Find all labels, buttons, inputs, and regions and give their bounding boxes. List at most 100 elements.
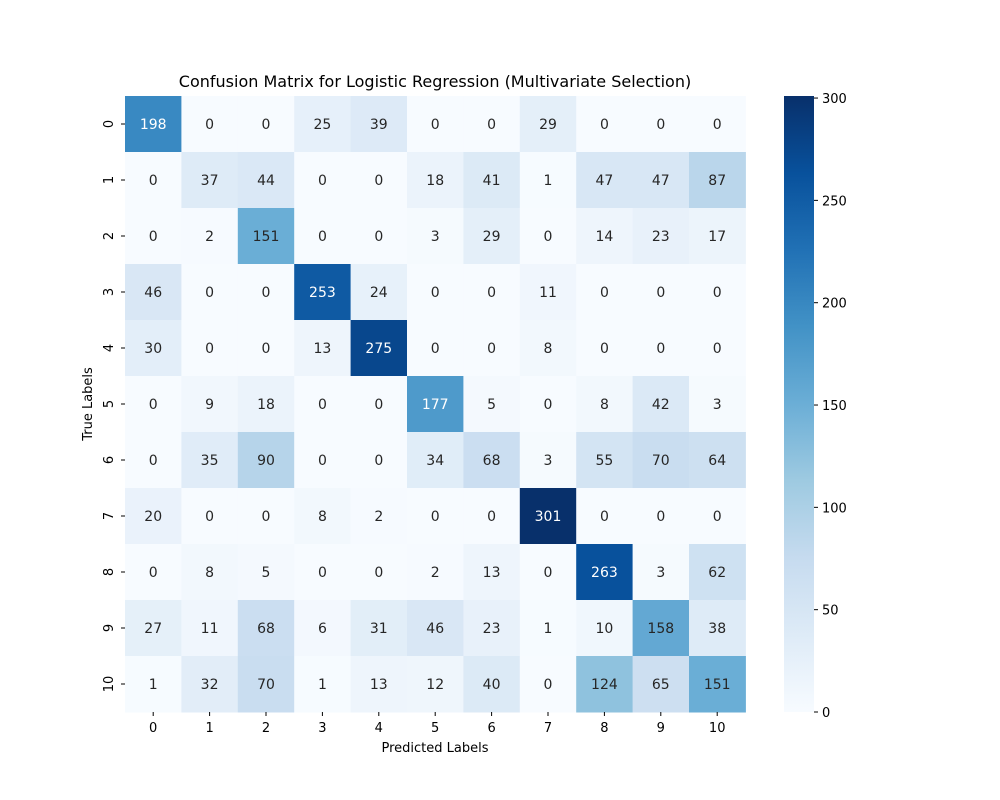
heatmap-cell: [350, 488, 408, 545]
cell-value-label: 0: [205, 509, 214, 525]
heatmap-cell: [181, 544, 239, 601]
heatmap-cell: [125, 432, 182, 489]
heatmap-cell: [689, 544, 746, 601]
heatmap-cell: [576, 320, 634, 377]
cell-value-label: 70: [257, 677, 275, 693]
heatmap-cell: [632, 488, 690, 545]
heatmap-cell: [181, 320, 239, 377]
heatmap-cell: [576, 264, 634, 321]
cell-value-label: 42: [652, 397, 670, 413]
heatmap-cell: [463, 152, 521, 209]
colorbar-tick-label: 300: [822, 92, 847, 107]
heatmap-cell: [689, 656, 746, 713]
heatmap-cell: [576, 96, 634, 153]
heatmap-cell: [632, 544, 690, 601]
heatmap-cell: [519, 376, 577, 433]
cell-value-label: 3: [544, 453, 553, 469]
cell-value-label: 0: [149, 173, 158, 189]
heatmap-cell: [519, 96, 577, 153]
y-tick-label: 8: [102, 568, 117, 576]
heatmap-cell: [689, 96, 746, 153]
heatmap-cell: [350, 320, 408, 377]
cell-value-label: 87: [708, 173, 726, 189]
cell-value-label: 0: [318, 453, 327, 469]
heatmap-cell: [237, 208, 295, 265]
heatmap-cell: [632, 96, 690, 153]
x-axis-label: Predicted Labels: [381, 741, 488, 756]
heatmap-cell: [689, 152, 746, 209]
heatmap-cell: [576, 432, 634, 489]
heatmap-cell: [237, 544, 295, 601]
heatmap-cell: [519, 600, 577, 657]
x-tick-label: 10: [709, 721, 726, 736]
cell-value-label: 13: [370, 677, 388, 693]
heatmap-cell: [407, 376, 464, 433]
heatmap-cell: [689, 432, 746, 489]
heatmap-cell: [237, 96, 295, 153]
cell-value-label: 3: [713, 397, 722, 413]
cell-value-label: 5: [262, 565, 271, 581]
heatmap-cell: [407, 656, 464, 713]
heatmap-cell: [294, 264, 352, 321]
cell-value-label: 20: [144, 509, 162, 525]
cell-value-label: 263: [591, 565, 618, 581]
heatmap-cell: [181, 432, 239, 489]
heatmap-cell: [407, 96, 464, 153]
cell-value-label: 12: [426, 677, 444, 693]
y-tick-label: 3: [102, 288, 117, 296]
heatmap-cell: [350, 432, 408, 489]
heatmap-cell: [125, 488, 182, 545]
heatmap-cell: [463, 264, 521, 321]
cell-value-label: 151: [704, 677, 731, 693]
heatmap-cell: [181, 656, 239, 713]
heatmap-cell: [294, 600, 352, 657]
heatmap-cell: [689, 320, 746, 377]
cell-value-label: 64: [708, 453, 726, 469]
heatmap-cell: [294, 544, 352, 601]
cell-value-label: 40: [483, 677, 501, 693]
heatmap-cell: [632, 320, 690, 377]
heatmap-cell: [237, 656, 295, 713]
cell-value-label: 34: [426, 453, 444, 469]
cell-value-label: 90: [257, 453, 275, 469]
cell-value-label: 177: [422, 397, 449, 413]
x-tick-label: 3: [318, 721, 326, 736]
heatmap-cell: [463, 432, 521, 489]
heatmap-cell: [463, 96, 521, 153]
heatmap-cell: [519, 264, 577, 321]
heatmap-cell: [350, 544, 408, 601]
cell-value-label: 70: [652, 453, 670, 469]
cell-value-label: 0: [374, 173, 383, 189]
heatmap-cell: [519, 432, 577, 489]
colorbar-tick-label: 250: [822, 194, 847, 209]
heatmap-cell: [181, 264, 239, 321]
cell-value-label: 0: [656, 341, 665, 357]
heatmap-cell: [181, 152, 239, 209]
heatmap-cell: [294, 432, 352, 489]
cell-value-label: 8: [544, 341, 553, 357]
cell-value-label: 37: [201, 173, 219, 189]
heatmap-cell: [125, 264, 182, 321]
cell-value-label: 23: [483, 621, 501, 637]
heatmap-cell: [576, 208, 634, 265]
cell-value-label: 24: [370, 285, 388, 301]
cell-value-label: 55: [595, 453, 613, 469]
x-tick-label: 5: [431, 721, 439, 736]
x-tick-label: 6: [487, 721, 495, 736]
heatmap-cell: [407, 152, 464, 209]
heatmap-cell: [350, 96, 408, 153]
cell-value-label: 0: [431, 341, 440, 357]
heatmap-cell: [463, 656, 521, 713]
heatmap-cell: [125, 376, 182, 433]
cell-value-label: 0: [544, 565, 553, 581]
heatmap-cell: [632, 264, 690, 321]
colorbar-tick-label: 0: [822, 706, 830, 721]
colorbar-tick-label: 200: [822, 297, 847, 312]
cell-value-label: 31: [370, 621, 388, 637]
heatmap-cells: [125, 96, 746, 713]
cell-value-label: 0: [149, 229, 158, 245]
cell-value-label: 44: [257, 173, 275, 189]
heatmap-cell: [519, 656, 577, 713]
heatmap-cell: [632, 600, 690, 657]
x-tick-label: 4: [375, 721, 383, 736]
